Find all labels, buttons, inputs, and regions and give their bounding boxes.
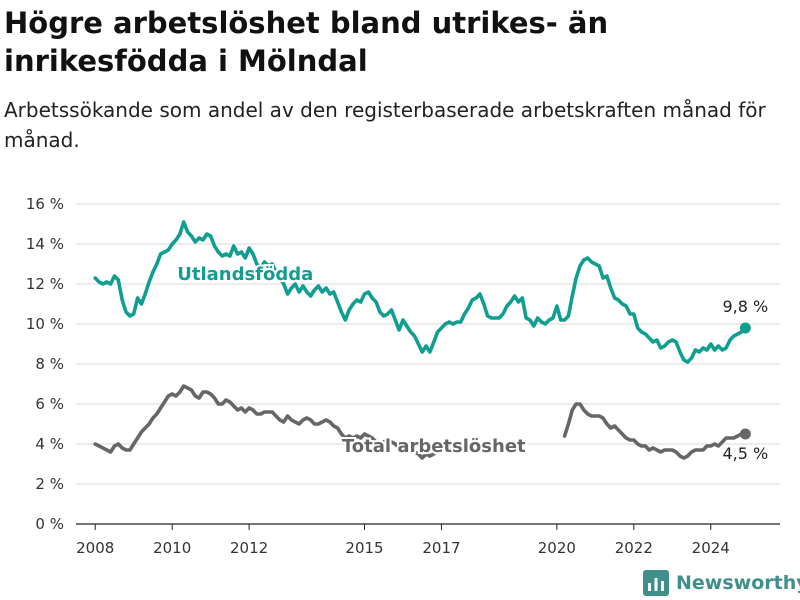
y-tick-label: 6 % <box>35 395 64 413</box>
x-tick-label: 2012 <box>230 539 268 557</box>
x-tick-label: 2015 <box>345 539 383 557</box>
end-label-utlandsfodda: 9,8 % <box>723 297 769 316</box>
series-line-utlandsfodda <box>93 220 748 364</box>
x-tick-label: 2022 <box>615 539 653 557</box>
series-label-total: Total arbetslöshet <box>342 436 526 457</box>
y-tick-label: 2 % <box>35 475 64 493</box>
end-point-total <box>739 428 751 440</box>
series-lines <box>93 220 751 460</box>
y-tick-label: 12 % <box>26 275 64 293</box>
end-point-utlandsfodda <box>739 322 751 334</box>
newsworthy-logo: Newsworthy <box>643 570 800 596</box>
x-tick-label: 2010 <box>153 539 191 557</box>
x-tick-label: 2008 <box>76 539 114 557</box>
x-tick-label: 2024 <box>692 539 730 557</box>
y-tick-label: 16 % <box>26 195 64 213</box>
x-tick-label: 2020 <box>538 539 576 557</box>
series-line-total <box>93 384 436 460</box>
end-label-total: 4,5 % <box>723 444 769 463</box>
newsworthy-logo-icon <box>643 570 669 596</box>
x-tick-label: 2017 <box>422 539 460 557</box>
y-tick-label: 4 % <box>35 435 64 453</box>
x-axis: 2008 2010 2012 2015 2017 2020 2022 2024 <box>76 524 730 557</box>
chart-subtitle: Arbetssökande som andel av den registerb… <box>4 98 766 152</box>
y-axis: 0 % 2 % 4 % 6 % 8 % 10 % 12 % 14 % 16 % <box>26 195 64 533</box>
y-tick-label: 14 % <box>26 235 64 253</box>
y-tick-label: 8 % <box>35 355 64 373</box>
chart-title: Högre arbetslöshet bland utrikes- än inr… <box>4 6 609 78</box>
series-label-utlandsfodda: Utlandsfödda <box>177 264 313 285</box>
series-labels: 9,8 % Utlandsfödda 4,5 % Total arbetslöshet <box>175 262 769 463</box>
y-tick-label: 10 % <box>26 315 64 333</box>
gridlines <box>76 203 780 525</box>
y-tick-label: 0 % <box>35 515 64 533</box>
series-line-total <box>562 402 748 460</box>
logo-text: Newsworthy <box>676 572 800 594</box>
